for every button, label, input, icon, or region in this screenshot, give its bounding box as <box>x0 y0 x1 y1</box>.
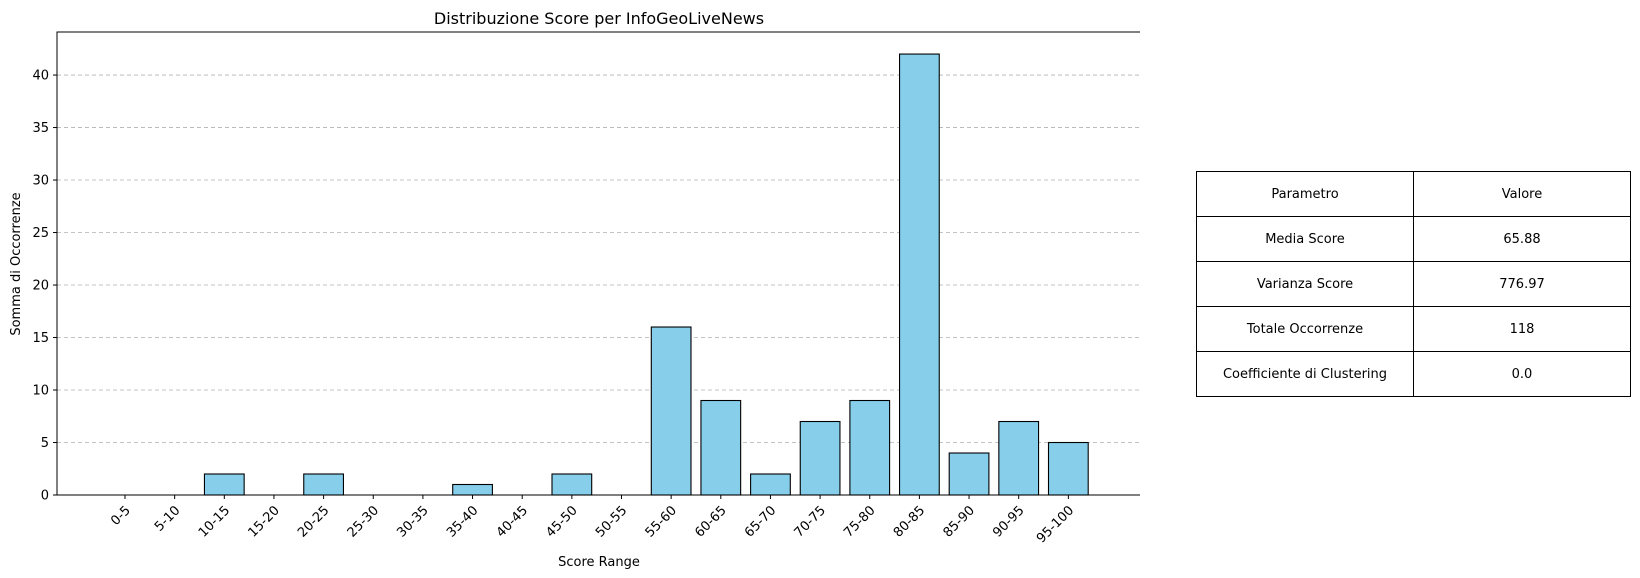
bar <box>849 399 891 496</box>
y-axis-label: Somma di Occorrenze <box>9 192 24 335</box>
table-header-row: Parametro Valore <box>1196 171 1631 217</box>
x-tick-label: 5-10 <box>152 503 183 534</box>
x-tick-label: 30-35 <box>394 503 431 540</box>
y-tick-label: 30 <box>32 174 49 189</box>
table-cell: 776.97 <box>1413 261 1631 307</box>
bar <box>948 452 990 496</box>
bar <box>551 473 593 496</box>
bars <box>203 53 1089 496</box>
y-tick-label: 25 <box>32 226 49 241</box>
x-axis-label: Score Range <box>558 555 640 570</box>
table-cell: Varianza Score <box>1196 261 1414 307</box>
bar <box>1047 441 1089 496</box>
y-axis: 0 5 10 15 20 25 30 35 40 <box>32 69 57 504</box>
y-tick-label: 15 <box>32 331 49 346</box>
x-tick-label: 45-50 <box>543 503 580 540</box>
table-cell: 118 <box>1413 306 1631 352</box>
x-tick-label: 0-5 <box>108 503 134 529</box>
bar <box>303 473 345 496</box>
table-cell: 65.88 <box>1413 216 1631 262</box>
table-cell: Media Score <box>1196 216 1414 262</box>
x-tick-label: 75-80 <box>841 503 878 540</box>
table-row: Totale Occorrenze 118 <box>1196 306 1631 352</box>
table-row: Media Score 65.88 <box>1196 216 1631 262</box>
table-header-cell: Parametro <box>1196 171 1414 217</box>
y-tick-label: 0 <box>41 489 49 504</box>
x-tick-label: 15-20 <box>245 503 282 540</box>
x-axis: 0-5 5-10 10-15 15-20 20-25 25-30 30-35 35-40 40-… <box>108 495 1077 546</box>
bar-chart: Distribuzione Score per InfoGeoLiveNews … <box>9 9 1140 570</box>
bar <box>799 420 841 496</box>
grid-lines <box>57 74 1140 443</box>
x-tick-label: 70-75 <box>792 503 829 540</box>
x-tick-label: 25-30 <box>345 503 382 540</box>
y-tick-label: 35 <box>32 121 49 136</box>
table-cell: Totale Occorrenze <box>1196 306 1414 352</box>
x-tick-label: 80-85 <box>891 503 928 540</box>
bar <box>898 53 940 496</box>
table-cell: Coefficiente di Clustering <box>1196 351 1414 397</box>
bar <box>650 326 692 496</box>
bar <box>203 473 245 496</box>
chart-title: Distribuzione Score per InfoGeoLiveNews <box>434 9 764 28</box>
x-tick-label: 35-40 <box>444 503 481 540</box>
stats-table: Parametro Valore Media Score 65.88 Varia… <box>1196 171 1631 397</box>
x-tick-label: 20-25 <box>295 503 332 540</box>
bar <box>700 399 742 496</box>
bar <box>452 483 493 496</box>
y-tick-label: 10 <box>32 384 49 399</box>
x-tick-label: 85-90 <box>941 503 978 540</box>
table-row: Coefficiente di Clustering 0.0 <box>1196 351 1631 397</box>
x-tick-label: 95-100 <box>1034 503 1077 546</box>
x-tick-label: 65-70 <box>742 503 779 540</box>
bar <box>750 473 791 496</box>
x-tick-label: 90-95 <box>990 503 1027 540</box>
table-header-cell: Valore <box>1413 171 1631 217</box>
plot-frame <box>56 31 1140 496</box>
table-cell: 0.0 <box>1413 351 1631 397</box>
x-tick-label: 10-15 <box>196 503 233 540</box>
x-tick-label: 40-45 <box>494 503 531 540</box>
table-row: Varianza Score 776.97 <box>1196 261 1631 307</box>
y-tick-label: 20 <box>32 279 49 294</box>
y-tick-label: 5 <box>41 436 49 451</box>
x-tick-label: 60-65 <box>692 503 729 540</box>
x-tick-label: 50-55 <box>593 503 630 540</box>
x-tick-label: 55-60 <box>643 503 680 540</box>
bar <box>998 420 1040 496</box>
y-tick-label: 40 <box>32 69 49 84</box>
